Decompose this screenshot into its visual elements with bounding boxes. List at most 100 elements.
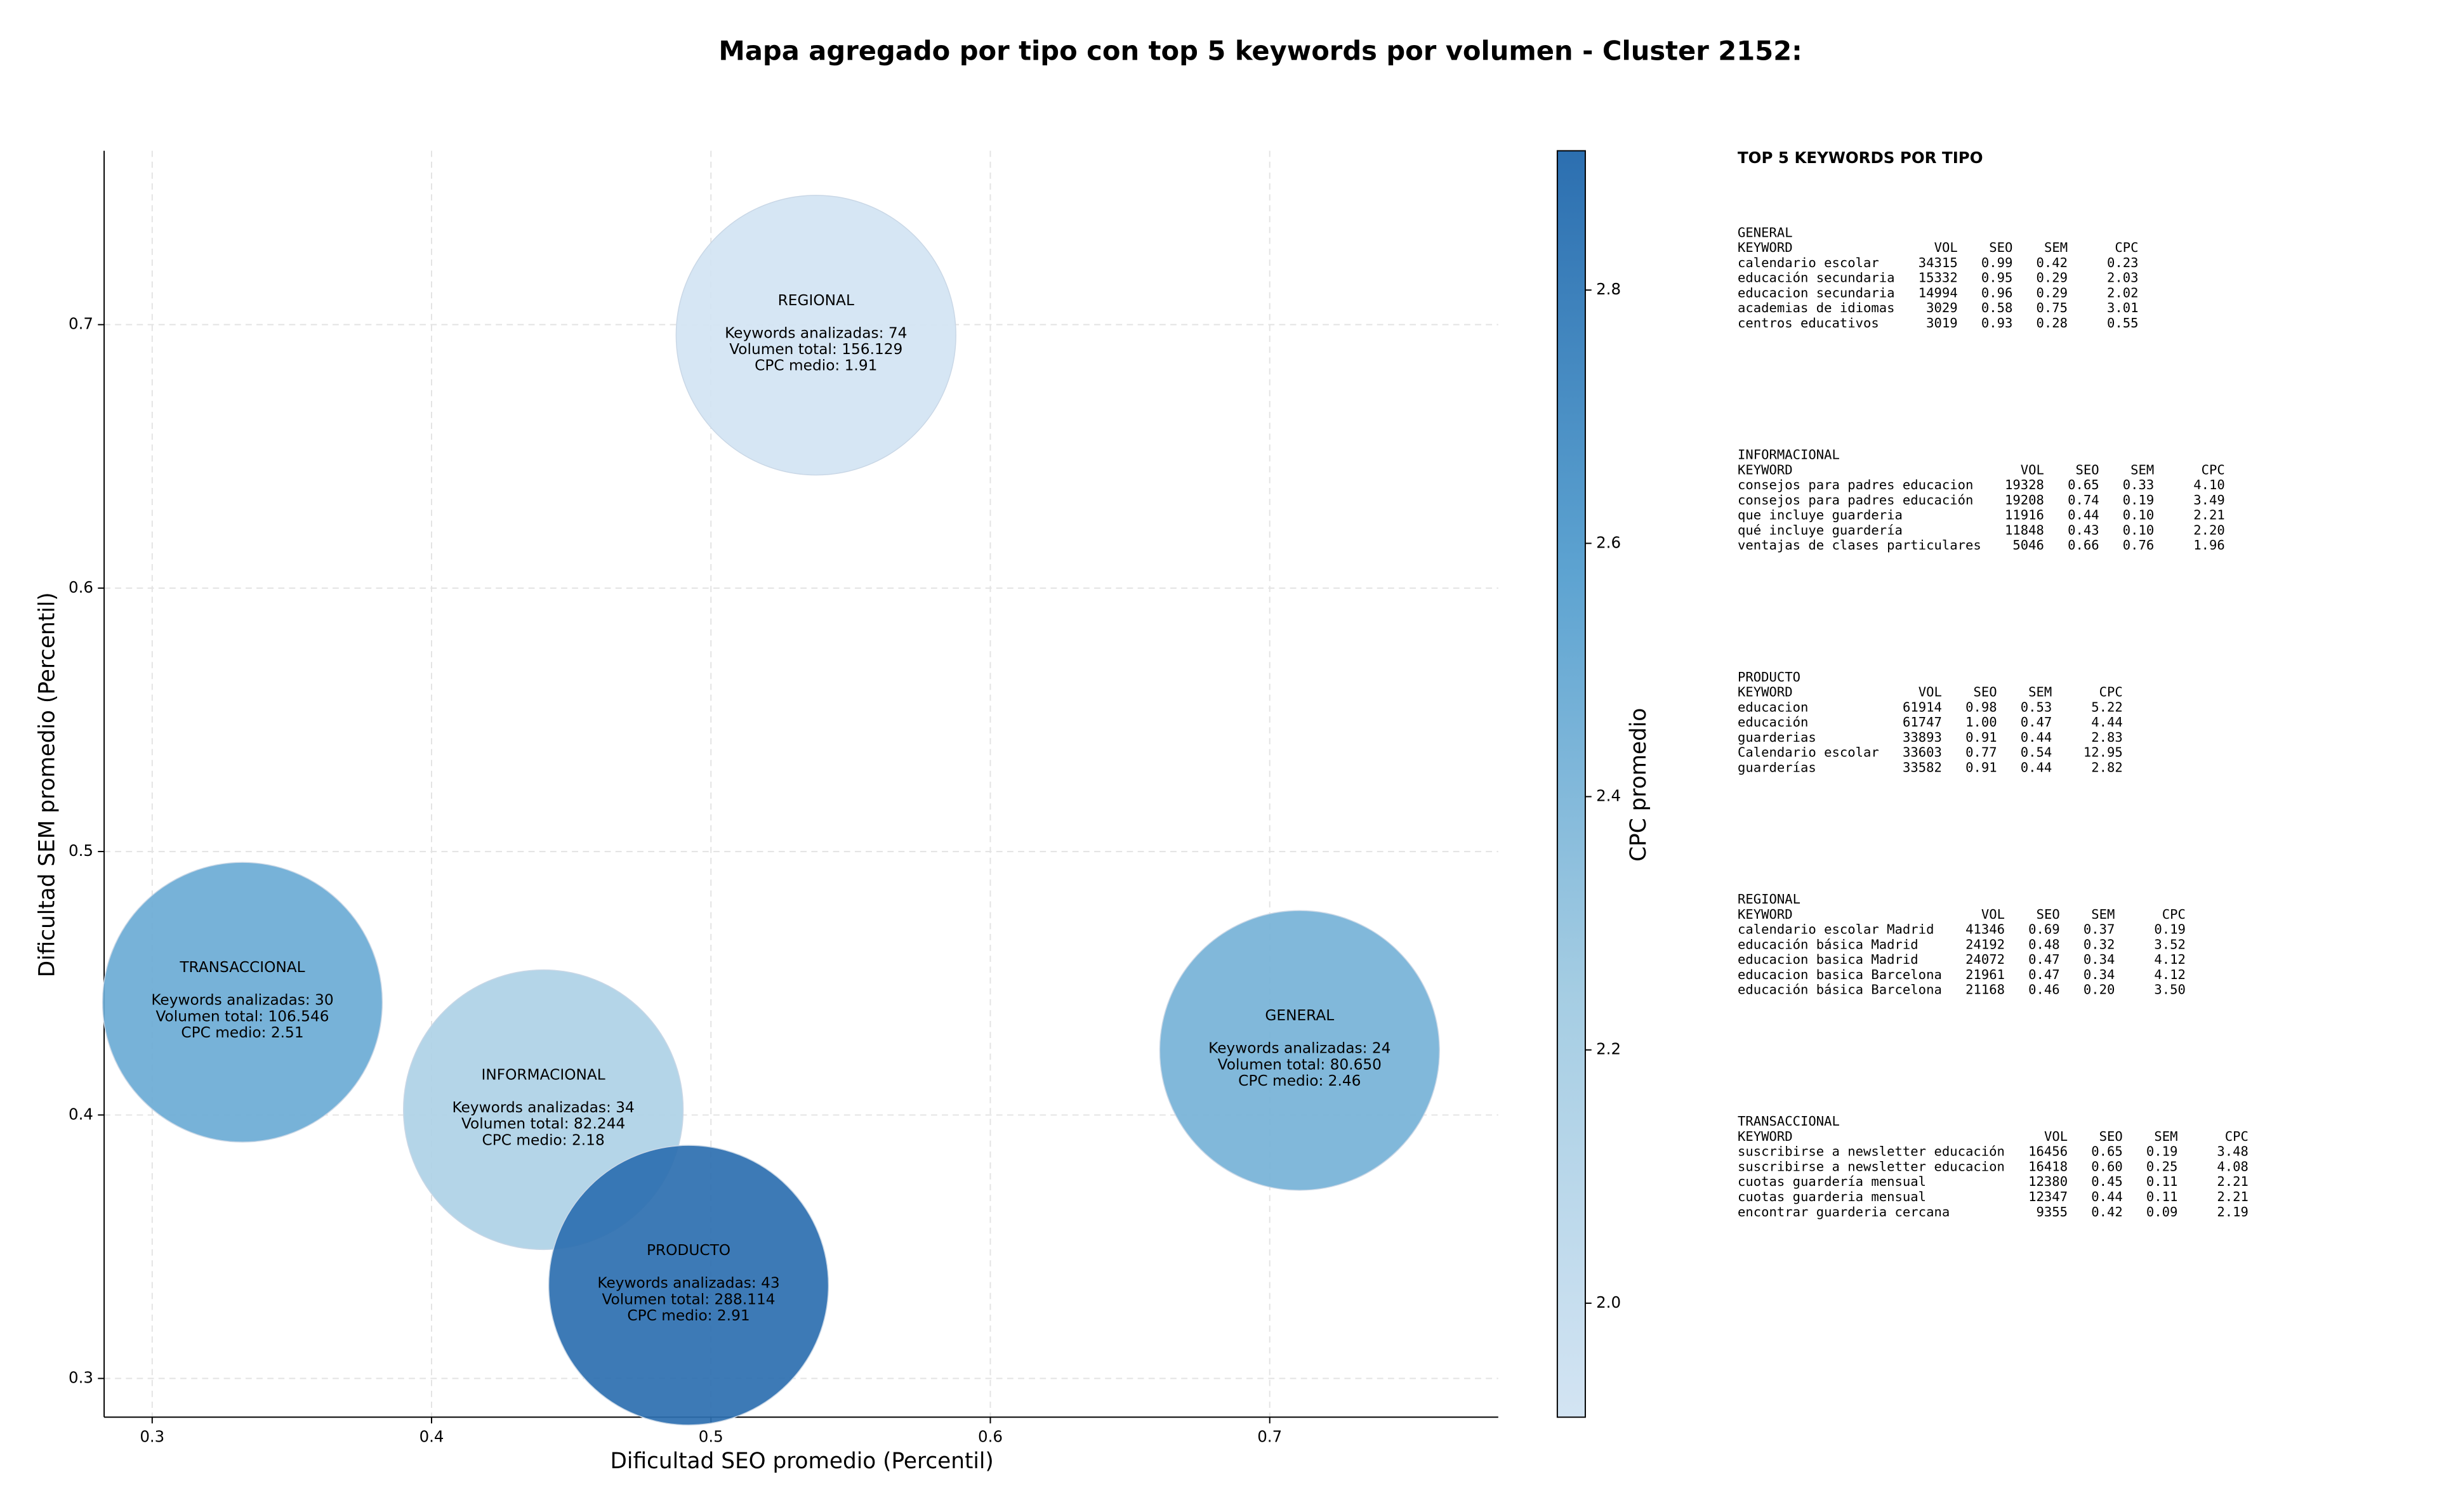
column-header: KEYWORD <box>1738 240 1793 255</box>
table-cell: que incluye guarderia <box>1738 508 1903 523</box>
table-cell: 3019 <box>1926 315 1958 331</box>
table-cell: 33582 <box>1903 759 1942 775</box>
bubble-label: Keywords analizadas: 24 <box>1208 1040 1390 1057</box>
table-cell: 4.44 <box>2091 714 2123 730</box>
table-cell: 0.11 <box>2146 1189 2178 1204</box>
table-cell: 16456 <box>2028 1144 2068 1159</box>
table-cell: 0.48 <box>2028 937 2060 952</box>
table-cell: 2.21 <box>2217 1189 2249 1204</box>
x-tick-label: 0.5 <box>699 1427 723 1445</box>
table-cell: 2.21 <box>2193 508 2225 523</box>
table-cell: 0.25 <box>2146 1159 2178 1174</box>
colorbar-tick-label: 2.8 <box>1596 280 1621 298</box>
column-header: SEO <box>1989 240 2012 255</box>
table-cell: 11848 <box>2005 522 2044 537</box>
table-cell: calendario escolar Madrid <box>1738 922 1934 937</box>
table-cell: 2.82 <box>2091 759 2123 775</box>
table-cell: educación <box>1738 714 1808 730</box>
group-title: INFORMACIONAL <box>1738 447 1840 463</box>
column-header: KEYWORD <box>1738 685 1793 700</box>
table-cell: educacion <box>1738 699 1808 714</box>
table-cell: 0.75 <box>2037 300 2068 315</box>
bubble-label: CPC medio: 2.91 <box>627 1307 750 1324</box>
table-cell: 0.10 <box>2123 508 2155 523</box>
column-header: SEO <box>2099 1129 2123 1144</box>
bubble <box>1159 910 1440 1191</box>
table-cell: educacion basica Barcelona <box>1738 967 1942 982</box>
table-cell: cuotas guarderia mensual <box>1738 1189 1926 1204</box>
table-cell: cuotas guardería mensual <box>1738 1174 1926 1189</box>
table-cell: 0.29 <box>2037 285 2068 300</box>
table-cell: 12380 <box>2028 1174 2068 1189</box>
bubble-label: CPC medio: 1.91 <box>755 357 877 374</box>
table-cell: 0.76 <box>2123 537 2155 553</box>
table-cell: 5046 <box>2012 537 2044 553</box>
table-cell: 0.44 <box>2068 508 2099 523</box>
group-title: GENERAL <box>1738 225 1793 240</box>
table-cell: educacion basica Madrid <box>1738 952 1919 967</box>
table-cell: 3.49 <box>2193 492 2225 508</box>
y-tick-label: 0.3 <box>69 1369 93 1387</box>
column-header: SEM <box>2028 685 2052 700</box>
x-tick-label: 0.7 <box>1257 1427 1282 1445</box>
bubble-name: REGIONAL <box>778 292 854 309</box>
table-cell: 12347 <box>2028 1189 2068 1204</box>
bubble-label: Keywords analizadas: 43 <box>597 1275 779 1292</box>
bubble-label: Keywords analizadas: 30 <box>151 992 333 1009</box>
table-cell: 0.66 <box>2068 537 2099 553</box>
table-cell: 0.11 <box>2146 1174 2178 1189</box>
column-header: KEYWORD <box>1738 462 1793 477</box>
bubble-label: Volumen total: 106.546 <box>155 1008 329 1025</box>
table-cell: 0.09 <box>2146 1204 2178 1219</box>
x-tick-label: 0.4 <box>419 1427 444 1445</box>
y-tick-label: 0.7 <box>69 315 93 333</box>
table-cell: 0.43 <box>2068 522 2099 537</box>
table-cell: 33893 <box>1903 730 1942 745</box>
table-cell: educación secundaria <box>1738 270 1895 286</box>
x-axis-label: Dificultad SEO promedio (Percentil) <box>611 1449 994 1474</box>
table-cell: 0.74 <box>2068 492 2099 508</box>
table-cell: 11916 <box>2005 508 2044 523</box>
table-cell: 0.23 <box>2107 255 2139 270</box>
table-cell: 0.44 <box>2021 759 2052 775</box>
x-tick-label: 0.3 <box>140 1427 164 1445</box>
table-cell: 0.58 <box>1981 300 2013 315</box>
x-tick-label: 0.6 <box>978 1427 1003 1445</box>
colorbar-label: CPC promedio <box>1626 708 1651 862</box>
table-cell: 2.19 <box>2217 1204 2249 1219</box>
table-cell: 0.34 <box>2084 952 2115 967</box>
table-cell: 41346 <box>1965 922 2005 937</box>
column-header: VOL <box>2021 462 2044 477</box>
table-cell: 0.34 <box>2084 967 2115 982</box>
group-title: REGIONAL <box>1738 891 1800 907</box>
bubble-label: Volumen total: 82.244 <box>461 1115 625 1133</box>
table-cell: 0.46 <box>2028 982 2060 997</box>
table-cell: 4.08 <box>2217 1159 2249 1174</box>
bubble-label: Volumen total: 156.129 <box>729 341 902 358</box>
table-cell: 0.91 <box>1965 759 1997 775</box>
table-cell: suscribirse a newsletter educación <box>1738 1144 2005 1159</box>
group-title: TRANSACCIONAL <box>1738 1114 1840 1129</box>
table-cell: 16418 <box>2028 1159 2068 1174</box>
bubble <box>548 1145 829 1426</box>
table-cell: 0.44 <box>2091 1189 2123 1204</box>
table-cell: 3.50 <box>2154 982 2186 997</box>
table-cell: 0.98 <box>1965 699 1997 714</box>
table-cell: 3.01 <box>2107 300 2139 315</box>
column-header: CPC <box>2225 1129 2249 1144</box>
table-cell: 0.47 <box>2028 952 2060 967</box>
table-cell: 0.44 <box>2021 730 2052 745</box>
bubble-label: Keywords analizadas: 34 <box>452 1099 634 1116</box>
table-cell: 0.37 <box>2084 922 2115 937</box>
bubble-label: CPC medio: 2.51 <box>181 1024 303 1041</box>
column-header: CPC <box>2115 240 2138 255</box>
table-cell: 0.60 <box>2091 1159 2123 1174</box>
y-tick-label: 0.4 <box>69 1105 93 1123</box>
column-header: SEM <box>2130 462 2154 477</box>
column-header: KEYWORD <box>1738 907 1793 922</box>
table-cell: Calendario escolar <box>1738 745 1879 760</box>
table-cell: 0.77 <box>1965 745 1997 760</box>
table-cell: 21961 <box>1965 967 2005 982</box>
column-header: SEO <box>2037 907 2060 922</box>
